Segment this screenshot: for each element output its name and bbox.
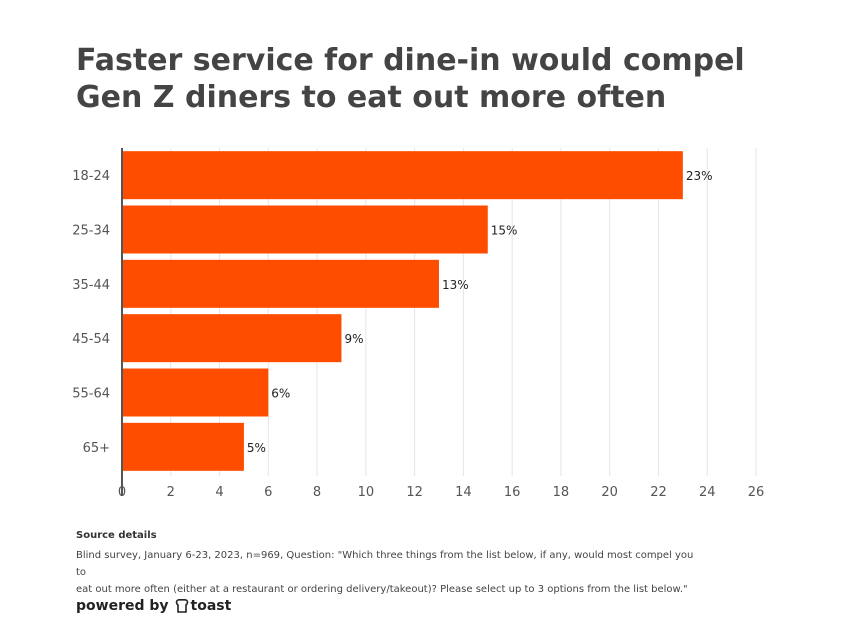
source-details: Source details Blind survey, January 6-2… bbox=[76, 530, 696, 598]
bar bbox=[122, 314, 342, 363]
chart-title: Faster service for dine-in would compel … bbox=[76, 42, 796, 116]
toast-brand-text: toast bbox=[190, 598, 232, 614]
x-tick-label: 6 bbox=[264, 485, 272, 500]
bar bbox=[122, 422, 244, 471]
source-heading: Source details bbox=[76, 530, 157, 541]
value-label: 6% bbox=[271, 387, 290, 401]
chart-title-line-1: Faster service for dine-in would compel bbox=[76, 43, 745, 78]
category-label: 25-34 bbox=[72, 224, 110, 239]
x-tick-label: 8 bbox=[313, 485, 321, 500]
x-tick-label: 24 bbox=[699, 485, 716, 500]
bar bbox=[122, 259, 439, 308]
x-tick-label: 4 bbox=[215, 485, 223, 500]
bar bbox=[122, 368, 269, 417]
x-tick-label: 20 bbox=[601, 485, 618, 500]
x-tick-label: 14 bbox=[455, 485, 472, 500]
x-tick-label: 2 bbox=[167, 485, 175, 500]
chart-title-line-2: Gen Z diners to eat out more often bbox=[76, 80, 667, 115]
x-tick-label: 12 bbox=[406, 485, 423, 500]
x-tick-label: 26 bbox=[748, 485, 765, 500]
value-label: 15% bbox=[491, 224, 518, 238]
x-tick-label: 22 bbox=[650, 485, 667, 500]
category-label: 18-24 bbox=[72, 169, 110, 184]
toast-logo-icon bbox=[175, 599, 188, 613]
powered-by-text: powered by bbox=[76, 598, 169, 614]
value-label: 13% bbox=[442, 278, 469, 292]
source-line-2: eat out more often (either at a restaura… bbox=[76, 584, 688, 595]
bar-chart: 0246810121416182022242618-2423%25-3415%3… bbox=[72, 148, 765, 500]
toast-brand: toast bbox=[175, 598, 232, 614]
category-label: 35-44 bbox=[72, 278, 110, 293]
powered-by-footer: powered by toast bbox=[76, 598, 231, 614]
category-label: 45-54 bbox=[72, 332, 110, 347]
x-tick-label: 16 bbox=[504, 485, 521, 500]
bar bbox=[122, 205, 488, 254]
value-label: 5% bbox=[247, 441, 266, 455]
category-label: 55-64 bbox=[72, 387, 110, 402]
source-line-1: Blind survey, January 6-23, 2023, n=969,… bbox=[76, 550, 694, 578]
value-label: 23% bbox=[686, 169, 713, 183]
x-tick-label: 10 bbox=[358, 485, 375, 500]
x-tick-label: 18 bbox=[553, 485, 570, 500]
bar bbox=[122, 151, 683, 200]
value-label: 9% bbox=[344, 332, 363, 346]
category-label: 65+ bbox=[83, 441, 110, 456]
